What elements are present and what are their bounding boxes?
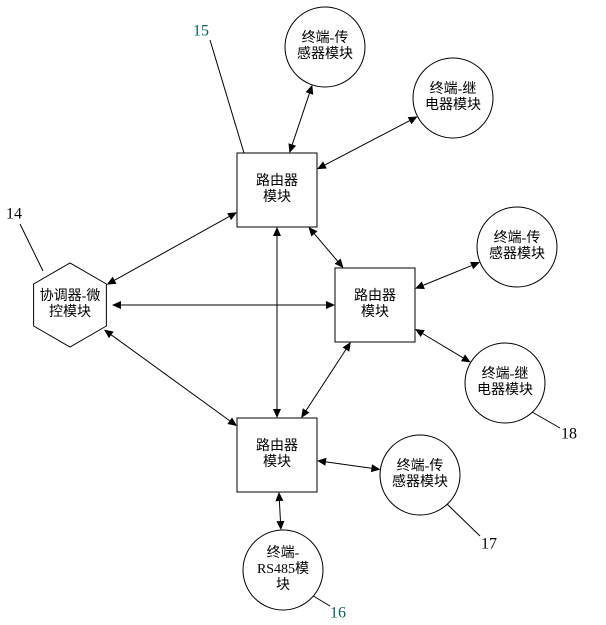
edge <box>104 330 237 426</box>
callout: 18 <box>532 412 577 443</box>
node-label: RS485模 <box>257 561 309 577</box>
node-label: 感器模块 <box>392 473 448 490</box>
edge <box>275 492 284 530</box>
callout-number: 17 <box>481 536 497 553</box>
node-t_rs485: 终端-RS485模块 <box>243 530 323 610</box>
node-label: 终端-继 <box>482 366 529 382</box>
node-router2: 路由器模块 <box>335 268 415 342</box>
edge <box>301 342 351 418</box>
node-label: 路由器 <box>256 173 298 189</box>
node-t_sens3: 终端-传感器模块 <box>380 435 460 515</box>
node-label: 协调器-微 <box>40 288 101 304</box>
edge <box>273 227 281 418</box>
node-label: 块 <box>276 577 290 593</box>
node-label: 模块 <box>263 454 291 470</box>
edge <box>317 458 380 472</box>
node-t_relay2: 终端-继电器模块 <box>465 343 545 423</box>
callout-number: 18 <box>561 426 577 443</box>
edge <box>309 227 344 268</box>
node-label: 控模块 <box>49 304 91 320</box>
node-t_sens1: 终端-传感器模块 <box>285 7 365 87</box>
callout-number: 16 <box>330 605 346 622</box>
node-router1: 路由器模块 <box>237 153 317 227</box>
node-label: 路由器 <box>354 288 396 304</box>
callout: 15 <box>193 23 244 153</box>
edge <box>415 262 480 289</box>
node-label: 模块 <box>263 189 291 205</box>
node-label: 路由器 <box>256 438 298 454</box>
edge <box>112 301 335 309</box>
node-label: 终端-传 <box>494 230 541 246</box>
callout-number: 14 <box>6 206 22 223</box>
node-label: 终端-继 <box>430 81 477 97</box>
callout: 17 <box>447 504 497 553</box>
node-label: 终端-传 <box>397 458 444 474</box>
node-label: 电器模块 <box>425 97 481 113</box>
node-router3: 路由器模块 <box>237 418 317 492</box>
node-label: 模块 <box>361 304 389 320</box>
node-coord: 协调器-微控模块 <box>34 263 107 347</box>
node-label: 电器模块 <box>477 382 533 398</box>
callout-number: 15 <box>193 23 209 40</box>
edge <box>107 212 237 284</box>
node-t_sens2: 终端-传感器模块 <box>477 207 557 287</box>
node-label: 终端-传 <box>302 30 349 46</box>
edge <box>317 117 418 170</box>
callout: 14 <box>6 206 43 271</box>
node-label: 感器模块 <box>297 45 353 62</box>
node-label: 终端- <box>267 545 300 561</box>
node-label: 感器模块 <box>489 245 545 262</box>
edge <box>415 329 471 362</box>
node-t_relay1: 终端-继电器模块 <box>413 58 493 138</box>
edge <box>288 85 313 153</box>
